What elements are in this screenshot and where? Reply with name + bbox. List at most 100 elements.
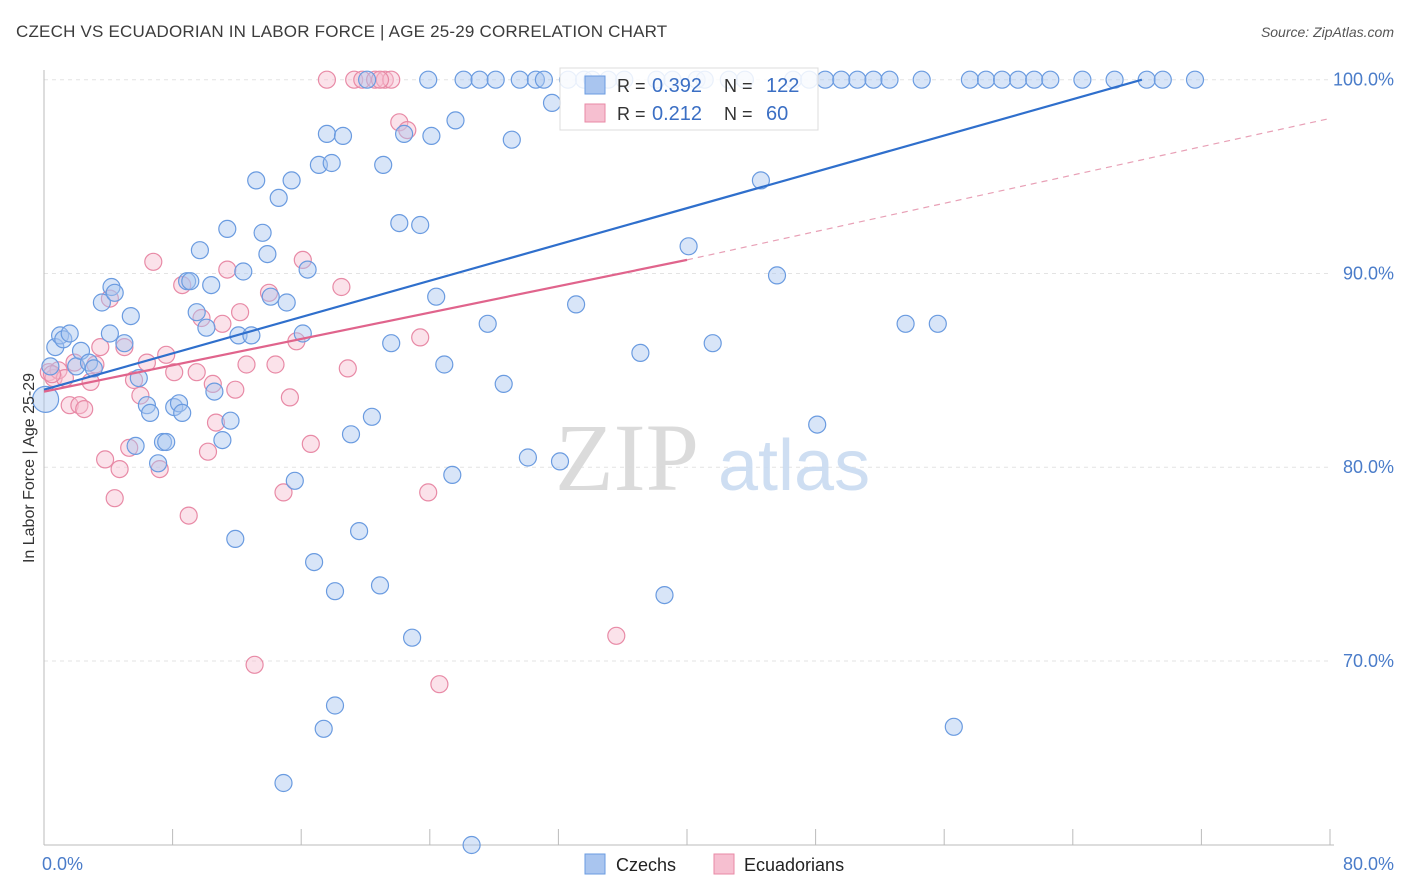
czechs-point	[314, 719, 333, 738]
czechs-point	[298, 260, 317, 279]
czechs-point	[435, 355, 454, 374]
czechs-point	[115, 334, 134, 353]
czechs-point	[213, 431, 232, 450]
czechs-point	[427, 287, 446, 306]
czechs-points	[31, 70, 1205, 855]
ecuadorians-point	[293, 250, 312, 269]
stats-r-label: R =	[617, 104, 646, 124]
ecuadorians-point	[317, 70, 336, 89]
source-label: Source: ZipAtlas.com	[1260, 24, 1394, 40]
czechs-point	[234, 262, 253, 281]
ecuadorians-point	[218, 260, 237, 279]
ecuadorians-point	[203, 374, 222, 393]
czechs-point	[912, 70, 931, 89]
czechs-point	[395, 124, 414, 143]
ecuadorians-point	[301, 434, 320, 453]
czechs-point	[157, 432, 176, 452]
czechs-point	[462, 835, 481, 855]
legend-swatch	[584, 853, 606, 875]
czechs-point	[274, 773, 293, 793]
czechs-point	[322, 153, 341, 173]
czechs-point	[446, 111, 465, 130]
ecuadorians-point	[120, 438, 139, 457]
series-legend: Czechs Ecuadorians	[584, 853, 844, 875]
czechs-point	[60, 324, 79, 343]
stats-n-value: 60	[766, 103, 788, 125]
czechs-point	[518, 448, 538, 467]
ecuadorians-point	[60, 396, 79, 415]
czechs-point	[197, 318, 216, 337]
czechs-point	[341, 425, 361, 444]
watermark: ZIP atlas	[555, 404, 870, 511]
czechs-point	[454, 70, 473, 89]
ecuadorians-point	[237, 355, 256, 374]
legend-label-ecuadorians: Ecuadorians	[744, 855, 844, 875]
stats-r-value: 0.392	[652, 75, 702, 97]
czechs-point	[370, 576, 390, 595]
czechs-point	[285, 471, 304, 490]
stats-n-label: N =	[724, 104, 753, 124]
czechs-point	[84, 359, 103, 378]
czechs-point	[325, 696, 345, 715]
czechs-point	[1025, 70, 1044, 89]
ecuadorians-point	[213, 314, 232, 333]
czechs-point	[350, 521, 369, 541]
czechs-point	[928, 314, 947, 333]
czechs-point	[141, 403, 160, 422]
czechs-point	[282, 171, 301, 190]
czechs-point	[226, 529, 245, 549]
czechs-point	[205, 382, 224, 401]
czechs-point	[169, 394, 189, 413]
czechs-point	[655, 585, 674, 605]
y-axis-title: In Labor Force | Age 25-29	[21, 373, 38, 563]
czechs-point	[703, 334, 722, 353]
ecuadorians-trend-line	[43, 258, 688, 393]
czechs-trend-line	[43, 78, 1143, 391]
czechs-point	[362, 407, 381, 426]
czechs-point	[325, 582, 345, 601]
ecuadorians-point	[430, 675, 449, 694]
czechs-point	[126, 436, 145, 455]
ecuadorians-point	[245, 655, 264, 674]
czechs-point	[31, 385, 60, 413]
watermark-atlas: atlas	[718, 426, 870, 506]
ecuadorians-point	[198, 442, 218, 461]
ecuadorians-point	[95, 450, 115, 469]
czechs-point	[181, 272, 200, 291]
czechs-point	[173, 403, 192, 422]
ecuadorians-point	[192, 308, 211, 328]
czechs-point	[478, 314, 497, 333]
czechs-point	[187, 303, 206, 322]
czechs-point	[242, 326, 261, 345]
czechs-point	[333, 126, 353, 145]
czechs-point	[494, 374, 513, 393]
y-tick-label: 90.0%	[1343, 263, 1394, 283]
czechs-point	[1073, 70, 1092, 89]
czechs-point	[816, 70, 835, 89]
czechs-point	[221, 411, 240, 430]
stats-legend: R = 0.392 N = 122 R = 0.212 N = 60	[559, 67, 819, 131]
ecuadorians-point	[411, 328, 430, 347]
czechs-point	[403, 628, 422, 647]
czechs-point	[976, 70, 996, 89]
czechs-point	[317, 124, 336, 143]
czechs-point	[534, 70, 554, 89]
czechs-point	[422, 126, 441, 145]
ecuadorians-point	[115, 338, 134, 357]
stats-n-label: N =	[724, 76, 753, 96]
czechs-point	[258, 245, 277, 264]
ecuadorians-point	[375, 70, 394, 89]
czechs-point	[848, 70, 867, 89]
czechs-point	[149, 454, 168, 473]
czechs-point	[470, 70, 489, 89]
czechs-point	[92, 293, 112, 312]
czechs-point	[261, 287, 280, 306]
ecuadorians-point	[280, 388, 299, 407]
czechs-point	[269, 188, 288, 207]
watermark-zip: ZIP	[555, 404, 699, 511]
czechs-point	[1008, 70, 1028, 89]
czechs-point	[121, 307, 140, 326]
czechs-point	[247, 171, 266, 190]
czechs-point	[767, 266, 787, 285]
czechs-point	[374, 155, 393, 174]
